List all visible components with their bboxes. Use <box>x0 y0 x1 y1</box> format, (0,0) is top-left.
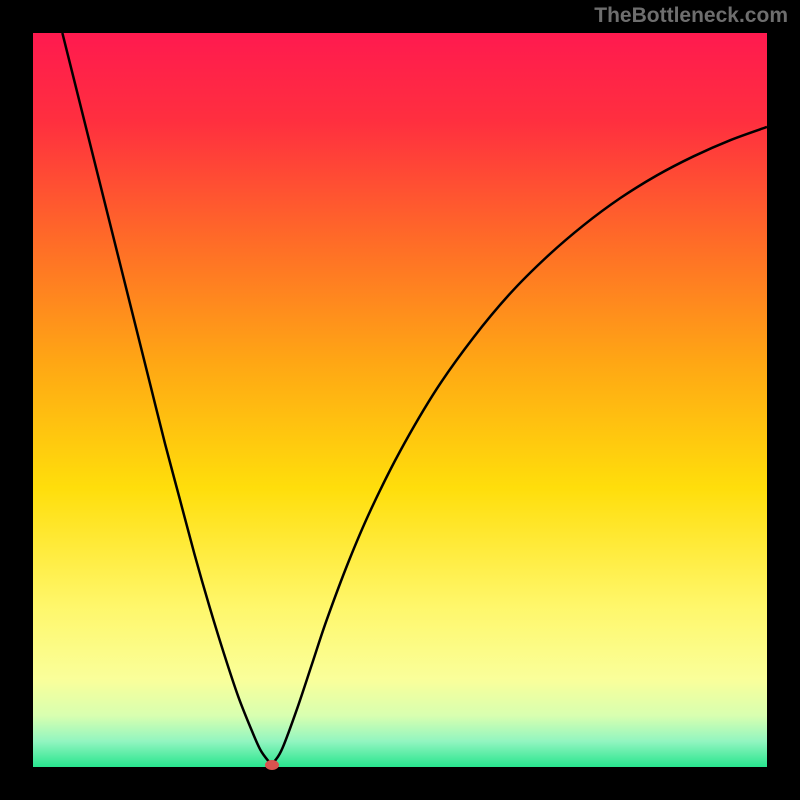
curve-svg <box>33 33 767 767</box>
chart-container: TheBottleneck.com <box>0 0 800 800</box>
bottleneck-curve <box>62 33 767 763</box>
plot-area <box>33 33 767 767</box>
watermark-text: TheBottleneck.com <box>594 4 788 28</box>
minimum-marker <box>265 760 279 770</box>
